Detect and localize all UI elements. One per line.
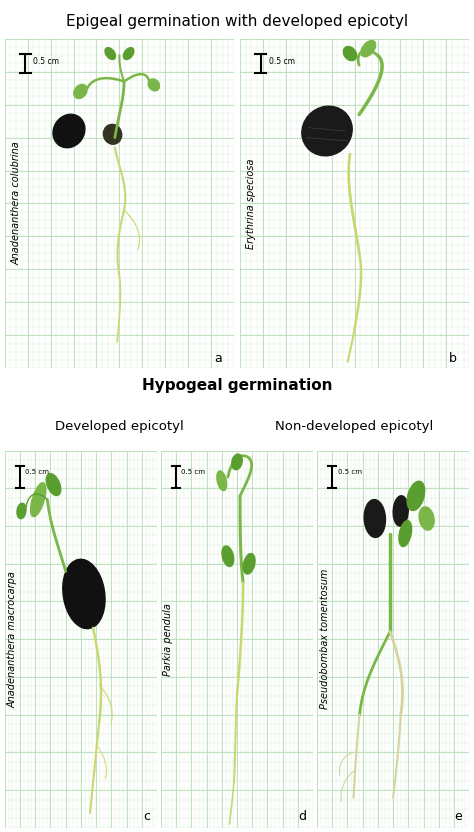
Ellipse shape bbox=[103, 125, 122, 144]
Text: Epigeal germination with developed epicotyl: Epigeal germination with developed epico… bbox=[66, 14, 408, 29]
Text: 0.5 cm: 0.5 cm bbox=[269, 57, 294, 66]
Text: 0.5 cm: 0.5 cm bbox=[337, 469, 362, 475]
Text: d: d bbox=[299, 810, 307, 823]
Text: Parkia pendula: Parkia pendula bbox=[164, 602, 173, 676]
Ellipse shape bbox=[399, 521, 411, 547]
Text: c: c bbox=[143, 810, 150, 823]
Text: 0.5 cm: 0.5 cm bbox=[25, 469, 49, 475]
Text: Pseudobombax tomentosum: Pseudobombax tomentosum bbox=[319, 569, 329, 710]
Ellipse shape bbox=[243, 553, 255, 574]
Text: 0.5 cm: 0.5 cm bbox=[33, 57, 59, 66]
Ellipse shape bbox=[63, 559, 105, 629]
Text: Non-developed epicotyl: Non-developed epicotyl bbox=[275, 420, 434, 433]
Ellipse shape bbox=[407, 481, 425, 511]
Text: Developed epicotyl: Developed epicotyl bbox=[55, 420, 184, 433]
Ellipse shape bbox=[419, 507, 434, 530]
Ellipse shape bbox=[46, 473, 61, 496]
Ellipse shape bbox=[74, 84, 87, 98]
Ellipse shape bbox=[53, 114, 85, 148]
Ellipse shape bbox=[105, 47, 116, 60]
Text: 0.5 cm: 0.5 cm bbox=[182, 469, 205, 475]
Ellipse shape bbox=[361, 41, 376, 57]
Ellipse shape bbox=[232, 454, 242, 470]
Text: Erythrina speciosa: Erythrina speciosa bbox=[246, 158, 256, 249]
Ellipse shape bbox=[17, 503, 26, 518]
Ellipse shape bbox=[364, 499, 385, 537]
Text: Anadenanthera colubrina: Anadenanthera colubrina bbox=[11, 141, 21, 265]
Ellipse shape bbox=[343, 47, 356, 61]
Ellipse shape bbox=[31, 483, 46, 517]
Ellipse shape bbox=[148, 79, 159, 91]
Ellipse shape bbox=[393, 496, 408, 526]
Ellipse shape bbox=[217, 471, 227, 491]
Text: Anadenanthera macrocarpa: Anadenanthera macrocarpa bbox=[8, 571, 18, 708]
Text: a: a bbox=[214, 352, 222, 365]
Text: Hypogeal germination: Hypogeal germination bbox=[142, 378, 332, 393]
Text: e: e bbox=[455, 810, 463, 823]
Ellipse shape bbox=[302, 106, 352, 156]
Ellipse shape bbox=[123, 47, 134, 60]
Ellipse shape bbox=[222, 546, 234, 567]
Text: b: b bbox=[449, 352, 457, 365]
